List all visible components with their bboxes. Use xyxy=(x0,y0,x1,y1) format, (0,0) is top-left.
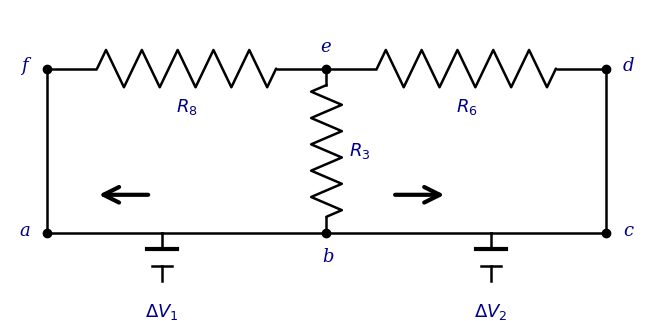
Text: $\Delta V_1$: $\Delta V_1$ xyxy=(145,302,179,321)
Text: f: f xyxy=(22,57,28,75)
Text: $R_8$: $R_8$ xyxy=(176,97,197,117)
Text: e: e xyxy=(320,38,330,56)
Text: b: b xyxy=(322,248,333,266)
Text: $R_6$: $R_6$ xyxy=(456,97,477,117)
Text: $\Delta V_2$: $\Delta V_2$ xyxy=(474,302,508,321)
Text: d: d xyxy=(622,57,634,75)
Text: c: c xyxy=(623,222,633,240)
Text: a: a xyxy=(20,222,30,240)
Text: $R_3$: $R_3$ xyxy=(349,141,370,161)
